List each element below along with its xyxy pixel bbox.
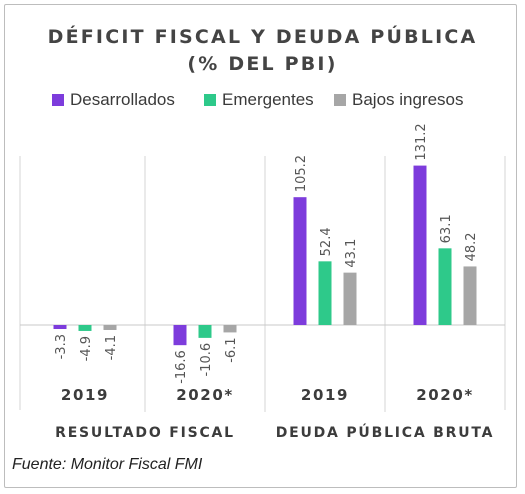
bar-desarrollados-deuda-2020	[413, 165, 427, 325]
tick-label-resultado-2020: 2020*	[176, 386, 234, 404]
legend-label-desarrollados: Desarrollados	[70, 90, 175, 109]
value-label-desarrollados-deuda-2019: 105.2	[294, 155, 309, 192]
value-label-bajos-ingresos-deuda-2020: 48.2	[464, 232, 479, 261]
bar-bajos-ingresos-deuda-2019	[343, 272, 357, 325]
value-label-emergentes-resultado-2020: -10.6	[199, 343, 214, 377]
bar-desarrollados-resultado-2019	[53, 325, 67, 330]
bar-desarrollados-deuda-2019	[293, 197, 307, 325]
bar-bajos-ingresos-deuda-2020	[463, 266, 477, 325]
group-label-resultado-fiscal: RESULTADO FISCAL	[55, 425, 235, 441]
bar-bajos-ingresos-resultado-2019	[103, 325, 117, 330]
value-label-bajos-ingresos-resultado-2020: -6.1	[224, 337, 239, 362]
legend-item-desarrollados: Desarrollados	[52, 88, 175, 112]
legend-swatch-emergentes	[204, 94, 216, 106]
legend-label-emergentes: Emergentes	[222, 90, 314, 109]
chart-frame	[4, 4, 517, 488]
value-label-desarrollados-deuda-2020: 131.2	[414, 123, 429, 160]
source-note: Fuente: Monitor Fiscal FMI	[12, 456, 203, 473]
bar-emergentes-resultado-2020	[198, 325, 212, 338]
legend-swatch-bajos-ingresos	[334, 94, 346, 106]
bar-bajos-ingresos-resultado-2020	[223, 325, 237, 333]
value-label-desarrollados-resultado-2019: -3.3	[54, 334, 69, 359]
tick-label-deuda-2019: 2019	[301, 386, 349, 404]
chart-title: DÉFICIT FISCAL Y DEUDA PÚBLICA	[47, 26, 478, 48]
group-label-deuda-publica-bruta: DEUDA PÚBLICA BRUTA	[276, 423, 495, 441]
legend-label-bajos-ingresos: Bajos ingresos	[352, 90, 464, 109]
value-label-emergentes-resultado-2019: -4.9	[79, 336, 94, 361]
bar-emergentes-deuda-2019	[318, 261, 332, 325]
value-label-desarrollados-resultado-2020: -16.6	[174, 350, 189, 384]
legend-item-emergentes: Emergentes	[204, 88, 314, 112]
tick-label-resultado-2019: 2019	[61, 386, 109, 404]
tick-label-deuda-2020: 2020*	[416, 386, 474, 404]
value-label-emergentes-deuda-2020: 63.1	[439, 214, 454, 243]
bar-emergentes-deuda-2020	[438, 248, 452, 325]
value-label-emergentes-deuda-2019: 52.4	[319, 227, 334, 256]
legend-swatch-desarrollados	[52, 94, 64, 106]
chart-subtitle: (% DEL PBI)	[187, 53, 338, 75]
bar-desarrollados-resultado-2020	[173, 325, 187, 346]
value-label-bajos-ingresos-deuda-2019: 43.1	[344, 239, 359, 268]
bar-emergentes-resultado-2019	[78, 325, 92, 331]
value-label-bajos-ingresos-resultado-2019: -4.1	[104, 335, 119, 360]
legend-item-bajos-ingresos: Bajos ingresos	[334, 88, 464, 112]
chart-legend: Desarrollados Emergentes Bajos ingresos	[0, 88, 525, 112]
